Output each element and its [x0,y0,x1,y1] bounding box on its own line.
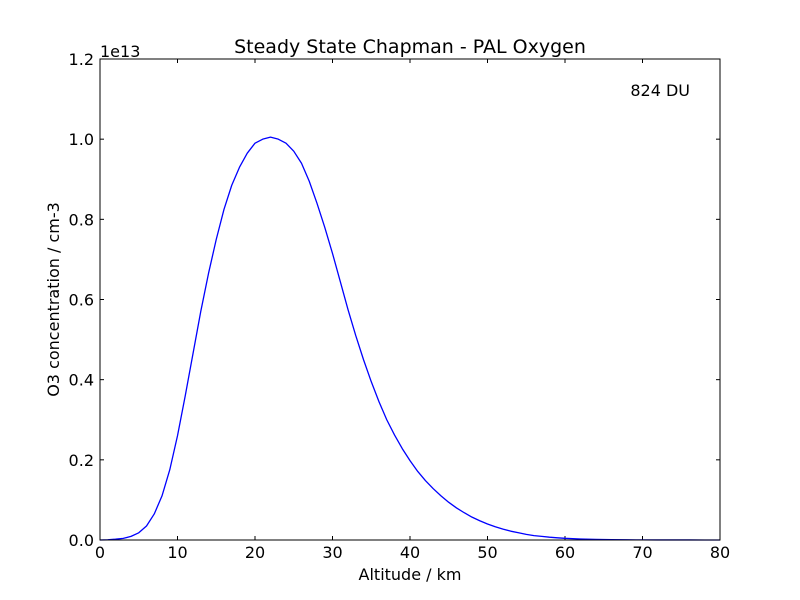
x-tick-label: 20 [245,543,265,562]
y-tick-label: 0.8 [69,210,94,229]
y-tick-label: 0.6 [69,291,94,310]
x-tick-label: 10 [167,543,187,562]
x-tick-label: 40 [400,543,420,562]
y-tick-label: 0.4 [69,371,94,390]
series-line [99,136,720,541]
x-tick-label: 80 [710,543,730,562]
y-tick-label: 1.0 [69,130,94,149]
x-tick-label: 50 [477,543,497,562]
chart-title: Steady State Chapman - PAL Oxygen [234,36,586,58]
x-axis-label: Altitude / km [359,565,462,584]
y-tick-label: 0.2 [69,451,94,470]
x-tick-label: 30 [322,543,342,562]
y-axis-ticks: 0.0 0.2 0.4 0.6 0.8 1.0 1.2 [69,50,720,550]
y-tick-label: 1.2 [69,50,94,69]
x-axis-ticks: 0 10 20 30 40 50 60 70 80 [95,59,730,562]
x-tick-label: 70 [632,543,652,562]
total-column-annotation: 824 DU [630,81,690,100]
y-tick-label: 0.0 [69,531,94,550]
x-tick-label: 60 [555,543,575,562]
y-offset-label: 1e13 [100,42,140,61]
x-tick-label: 0 [95,543,105,562]
y-axis-label: O3 concentration / cm-3 [44,202,63,397]
plot-frame [99,58,721,541]
